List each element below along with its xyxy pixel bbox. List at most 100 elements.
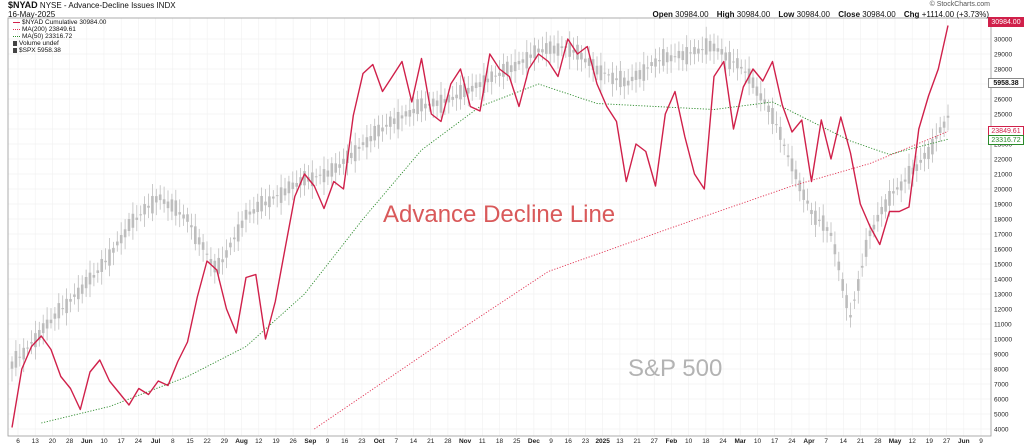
y-tick-label: 30000 — [994, 37, 1012, 44]
spx-candle — [802, 189, 805, 200]
spx-candle — [798, 180, 802, 192]
spx-candle — [556, 43, 560, 56]
x-tick-label: 10 — [685, 438, 693, 445]
exchange: INDX — [156, 1, 176, 10]
spx-candle — [708, 40, 712, 52]
spx-candle — [22, 347, 25, 360]
spx-candle — [775, 124, 778, 126]
spx-annotation: S&P 500 — [628, 355, 723, 382]
legend-swatch — [13, 47, 17, 53]
spx-candle — [38, 329, 41, 341]
spx-candle — [369, 136, 373, 142]
x-tick-label: 17 — [118, 438, 126, 445]
spx-candle — [26, 347, 29, 349]
spx-candle — [260, 195, 263, 212]
spx-candle — [884, 199, 887, 212]
legend-swatch — [13, 28, 20, 30]
x-tick-label: 18 — [702, 438, 710, 445]
spx-candle — [357, 146, 361, 149]
spx-candle — [704, 38, 708, 55]
spx-candle — [751, 77, 755, 88]
y-tick-label: 23000 — [994, 142, 1012, 149]
close-label: Close — [838, 10, 861, 19]
spx-candle — [810, 209, 813, 215]
spx-candle — [638, 70, 642, 80]
spx-candle — [119, 234, 123, 244]
x-tick-label: 24 — [719, 438, 727, 445]
x-tick-label: 18 — [496, 438, 504, 445]
spx-candle — [248, 211, 252, 215]
spx-candle — [236, 224, 240, 242]
spx-candle — [392, 118, 396, 124]
spx-candle — [552, 45, 556, 54]
x-tick-label: 21 — [427, 438, 435, 445]
spx-candle — [244, 209, 248, 220]
spx-candle — [903, 179, 907, 182]
x-tick-label: 7 — [824, 438, 828, 445]
legend: $NYAD Cumulative 30984.00 MA(200) 23849.… — [13, 19, 106, 54]
spx-candle — [381, 127, 384, 132]
spx-candle — [424, 103, 427, 109]
spx-candle — [73, 294, 76, 297]
spx-candle — [252, 209, 256, 214]
spx-candle — [490, 71, 493, 82]
x-tick-label: 9 — [979, 438, 983, 445]
x-tick-label: Jun — [958, 438, 970, 445]
x-tick-label: 15 — [186, 438, 194, 445]
spx-candle — [84, 277, 88, 289]
spx-candle — [287, 181, 291, 194]
legend-item-nyad: $NYAD Cumulative 30984.00 — [13, 19, 106, 26]
high-value: 30984.00 — [736, 10, 771, 19]
y-tick-label: 8000 — [994, 367, 1009, 374]
spx-candle — [330, 163, 334, 177]
legend-item-volume: Volume undef — [13, 40, 106, 47]
y-tick-label: 11000 — [994, 322, 1012, 329]
legend-swatch — [13, 40, 17, 46]
legend-item-ma200: MA(200) 23849.61 — [13, 26, 106, 33]
x-tick-label: Aug — [235, 438, 248, 445]
spx-candle — [272, 196, 275, 199]
spx-candle — [65, 298, 68, 314]
x-tick-label: Sep — [304, 438, 316, 445]
x-tick-label: 14 — [410, 438, 418, 445]
spx-candle — [77, 287, 80, 300]
spx-candle — [435, 100, 439, 106]
chg-label: Chg — [903, 10, 920, 19]
spx-candle — [732, 61, 735, 63]
x-tick-label: 23 — [582, 438, 590, 445]
spx-candle — [377, 124, 380, 137]
spx-candle — [880, 206, 883, 215]
spx-candle — [938, 127, 942, 133]
x-tick-label: May — [889, 438, 902, 445]
y-tick-label: 5000 — [994, 412, 1009, 419]
high-label: High — [716, 10, 735, 19]
spx-candle — [186, 214, 189, 222]
spx-candle — [264, 201, 267, 206]
spx-candle — [517, 60, 521, 65]
legend-text: $NYAD Cumulative 30984.00 — [22, 19, 107, 26]
spx-candle — [580, 52, 583, 60]
spx-candle — [229, 242, 232, 248]
x-tick-label: 21 — [857, 438, 865, 445]
y-tick-label: 10000 — [994, 337, 1012, 344]
spx-candle — [818, 219, 821, 221]
spx-candle — [127, 219, 131, 231]
spx-candle — [174, 200, 178, 216]
spx-candle — [221, 259, 224, 263]
adline-line — [11, 25, 949, 428]
spx-candle — [53, 313, 57, 319]
low-label: Low — [778, 10, 795, 19]
spx-candle — [513, 61, 517, 72]
x-tick-label: 24 — [788, 438, 796, 445]
spx-candle — [123, 229, 127, 238]
spx-candle — [833, 244, 837, 255]
spx-candle — [626, 80, 630, 86]
spx-candle — [439, 94, 443, 113]
x-tick-label: 10 — [754, 438, 762, 445]
spx-candle — [182, 214, 185, 219]
spx-candle — [572, 50, 575, 53]
spx-candle — [603, 72, 607, 74]
spx-candle — [845, 295, 848, 309]
spx-candle — [45, 319, 49, 329]
spx-candle — [209, 258, 213, 265]
